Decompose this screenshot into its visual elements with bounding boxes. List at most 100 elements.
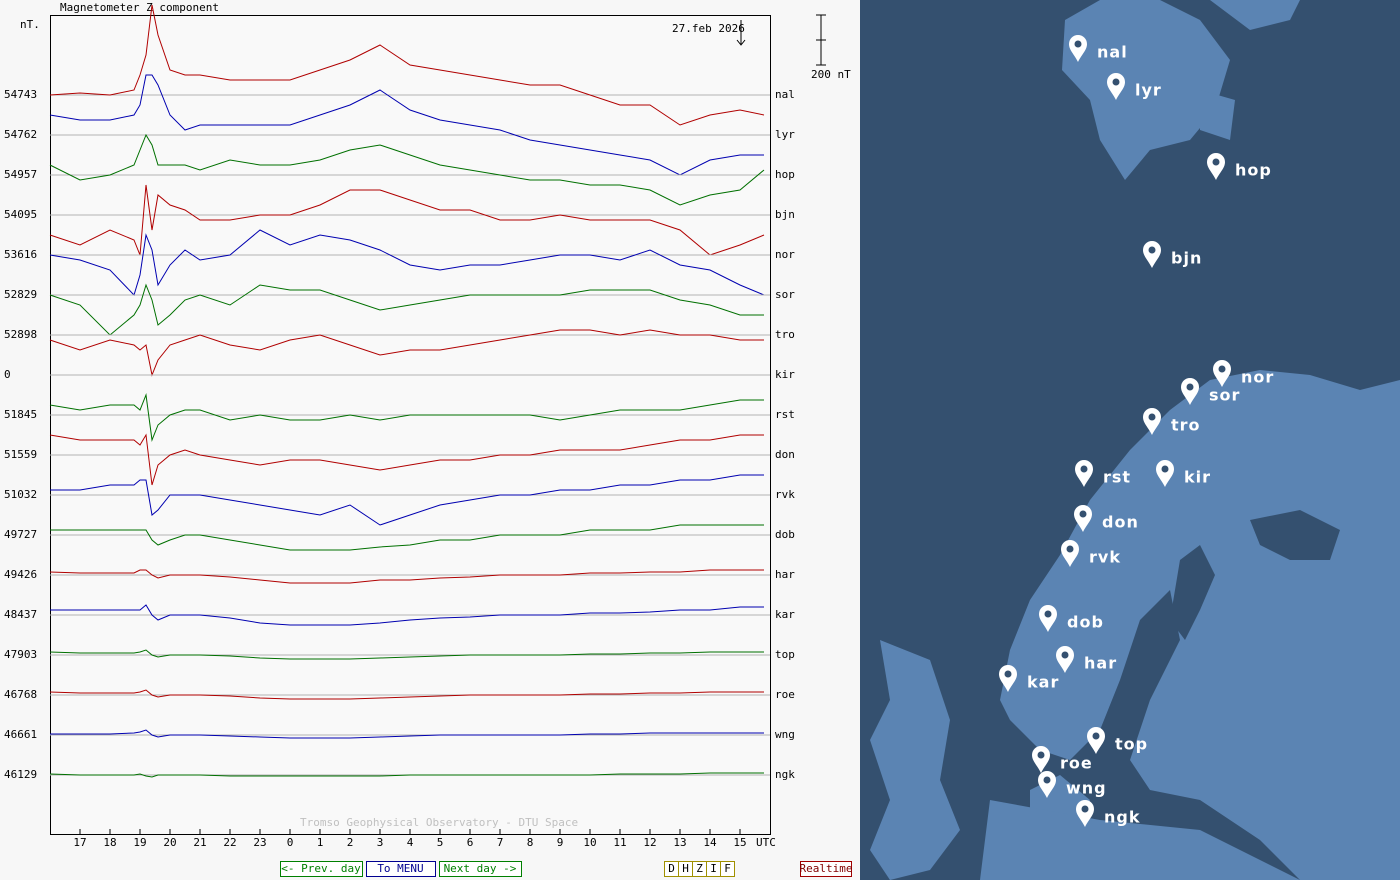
date-arrow-head xyxy=(736,39,746,46)
trace xyxy=(50,604,764,626)
station-pin[interactable]: sor xyxy=(1181,378,1240,405)
station-label: don xyxy=(775,448,795,461)
pin xyxy=(1156,460,1174,487)
pin-hole xyxy=(1066,545,1074,553)
x-tick-label: 21 xyxy=(193,836,206,849)
unit: nT. xyxy=(20,18,40,31)
station-pin[interactable]: kar xyxy=(999,665,1059,692)
station-label: kar xyxy=(775,608,795,621)
station-pin[interactable]: kir xyxy=(1156,460,1211,487)
x-unit: UTC xyxy=(756,836,776,849)
x-tick-label: 19 xyxy=(133,836,146,849)
trace xyxy=(50,524,764,551)
baseline-label: 52829 xyxy=(4,288,37,301)
credit: Tromso Geophysical Observatory - DTU Spa… xyxy=(300,816,578,829)
station-label: har xyxy=(775,568,795,581)
pin-hole xyxy=(1004,670,1012,678)
trace xyxy=(49,569,764,584)
pin xyxy=(1032,746,1050,773)
button-box xyxy=(280,861,363,877)
station-name: hop xyxy=(1235,161,1272,180)
nav-button[interactable]: <- Prev. day xyxy=(280,861,363,877)
station-pin[interactable]: nal xyxy=(1069,35,1128,62)
trace xyxy=(49,649,764,660)
x-tick-label: 7 xyxy=(497,836,504,849)
x-tick-label: 0 xyxy=(287,836,294,849)
pin-hole xyxy=(1218,365,1226,373)
trace xyxy=(49,4,765,126)
station-pin[interactable]: nor xyxy=(1213,360,1274,387)
station-pin[interactable]: wng xyxy=(1038,771,1107,798)
station-name: lyr xyxy=(1135,81,1162,100)
gulf xyxy=(1170,545,1215,640)
pin xyxy=(1107,73,1125,100)
baseline-label: 53616 xyxy=(4,248,37,261)
pin xyxy=(999,665,1017,692)
component-button[interactable]: H xyxy=(678,861,693,877)
pin-hole xyxy=(1074,40,1082,48)
nav-button[interactable]: To MENU xyxy=(366,861,436,877)
trace xyxy=(49,433,764,486)
scale-label: 200 nT xyxy=(811,68,851,81)
realtime-box xyxy=(800,861,852,877)
x-tick-label: 13 xyxy=(673,836,686,849)
component-button[interactable]: Z xyxy=(692,861,707,877)
button-box xyxy=(366,861,436,877)
pin-hole xyxy=(1043,776,1051,784)
station-label: hop xyxy=(775,168,795,181)
x-tick-label: 5 xyxy=(437,836,444,849)
x-tick-label: 8 xyxy=(527,836,534,849)
component-button[interactable]: F xyxy=(720,861,735,877)
island xyxy=(1200,90,1235,140)
station-pin[interactable]: rvk xyxy=(1061,540,1121,567)
button-label: <- Prev. day xyxy=(281,862,361,875)
pin xyxy=(1038,771,1056,798)
baseline-label: 52898 xyxy=(4,328,37,341)
station-label: lyr xyxy=(775,128,795,141)
station-pin[interactable]: tro xyxy=(1143,408,1201,435)
station-pin[interactable]: don xyxy=(1074,505,1139,532)
x-tick-label: 17 xyxy=(73,836,86,849)
realtime-label: Realtime xyxy=(800,862,853,875)
station-label: rst xyxy=(775,408,795,421)
white-sea xyxy=(1250,510,1340,560)
pin-hole xyxy=(1079,510,1087,518)
station-pin[interactable]: rst xyxy=(1075,460,1131,487)
station-pin[interactable]: roe xyxy=(1032,746,1093,773)
scandinavia xyxy=(1000,370,1400,880)
baseline-label: 54762 xyxy=(4,128,37,141)
pin-hole xyxy=(1061,651,1069,659)
realtime-button[interactable]: Realtime xyxy=(800,861,853,877)
component-button[interactable]: I xyxy=(706,861,721,877)
station-name: har xyxy=(1084,654,1117,673)
baseline-label: 49727 xyxy=(4,528,37,541)
station-pin[interactable]: hop xyxy=(1207,153,1272,180)
baseline-label: 54743 xyxy=(4,88,37,101)
trace xyxy=(49,74,764,176)
plot-frame xyxy=(50,15,771,835)
station-name: kar xyxy=(1027,673,1059,692)
station-pin[interactable]: ngk xyxy=(1076,800,1140,827)
station-name: dob xyxy=(1067,613,1104,632)
x-tick-label: 3 xyxy=(377,836,384,849)
pin-hole xyxy=(1148,413,1156,421)
station-pin[interactable]: top xyxy=(1087,727,1148,754)
station-pin[interactable]: bjn xyxy=(1143,241,1202,268)
component-button[interactable]: D xyxy=(664,861,679,877)
component-label: D xyxy=(668,862,675,875)
station-label: bjn xyxy=(775,208,795,221)
station-pin[interactable]: dob xyxy=(1039,605,1104,632)
nav-button[interactable]: Next day -> xyxy=(439,861,522,877)
trace xyxy=(49,229,765,296)
pin-hole xyxy=(1037,751,1045,759)
station-name: bjn xyxy=(1171,249,1202,268)
station-name: nal xyxy=(1097,43,1128,62)
button-box xyxy=(439,861,522,877)
station-pin[interactable]: har xyxy=(1056,646,1117,673)
station-label: wng xyxy=(775,728,795,741)
button-label: To MENU xyxy=(377,862,423,875)
station-name: kir xyxy=(1184,468,1211,487)
x-tick-label: 2 xyxy=(347,836,354,849)
station-pin[interactable]: lyr xyxy=(1107,73,1162,100)
